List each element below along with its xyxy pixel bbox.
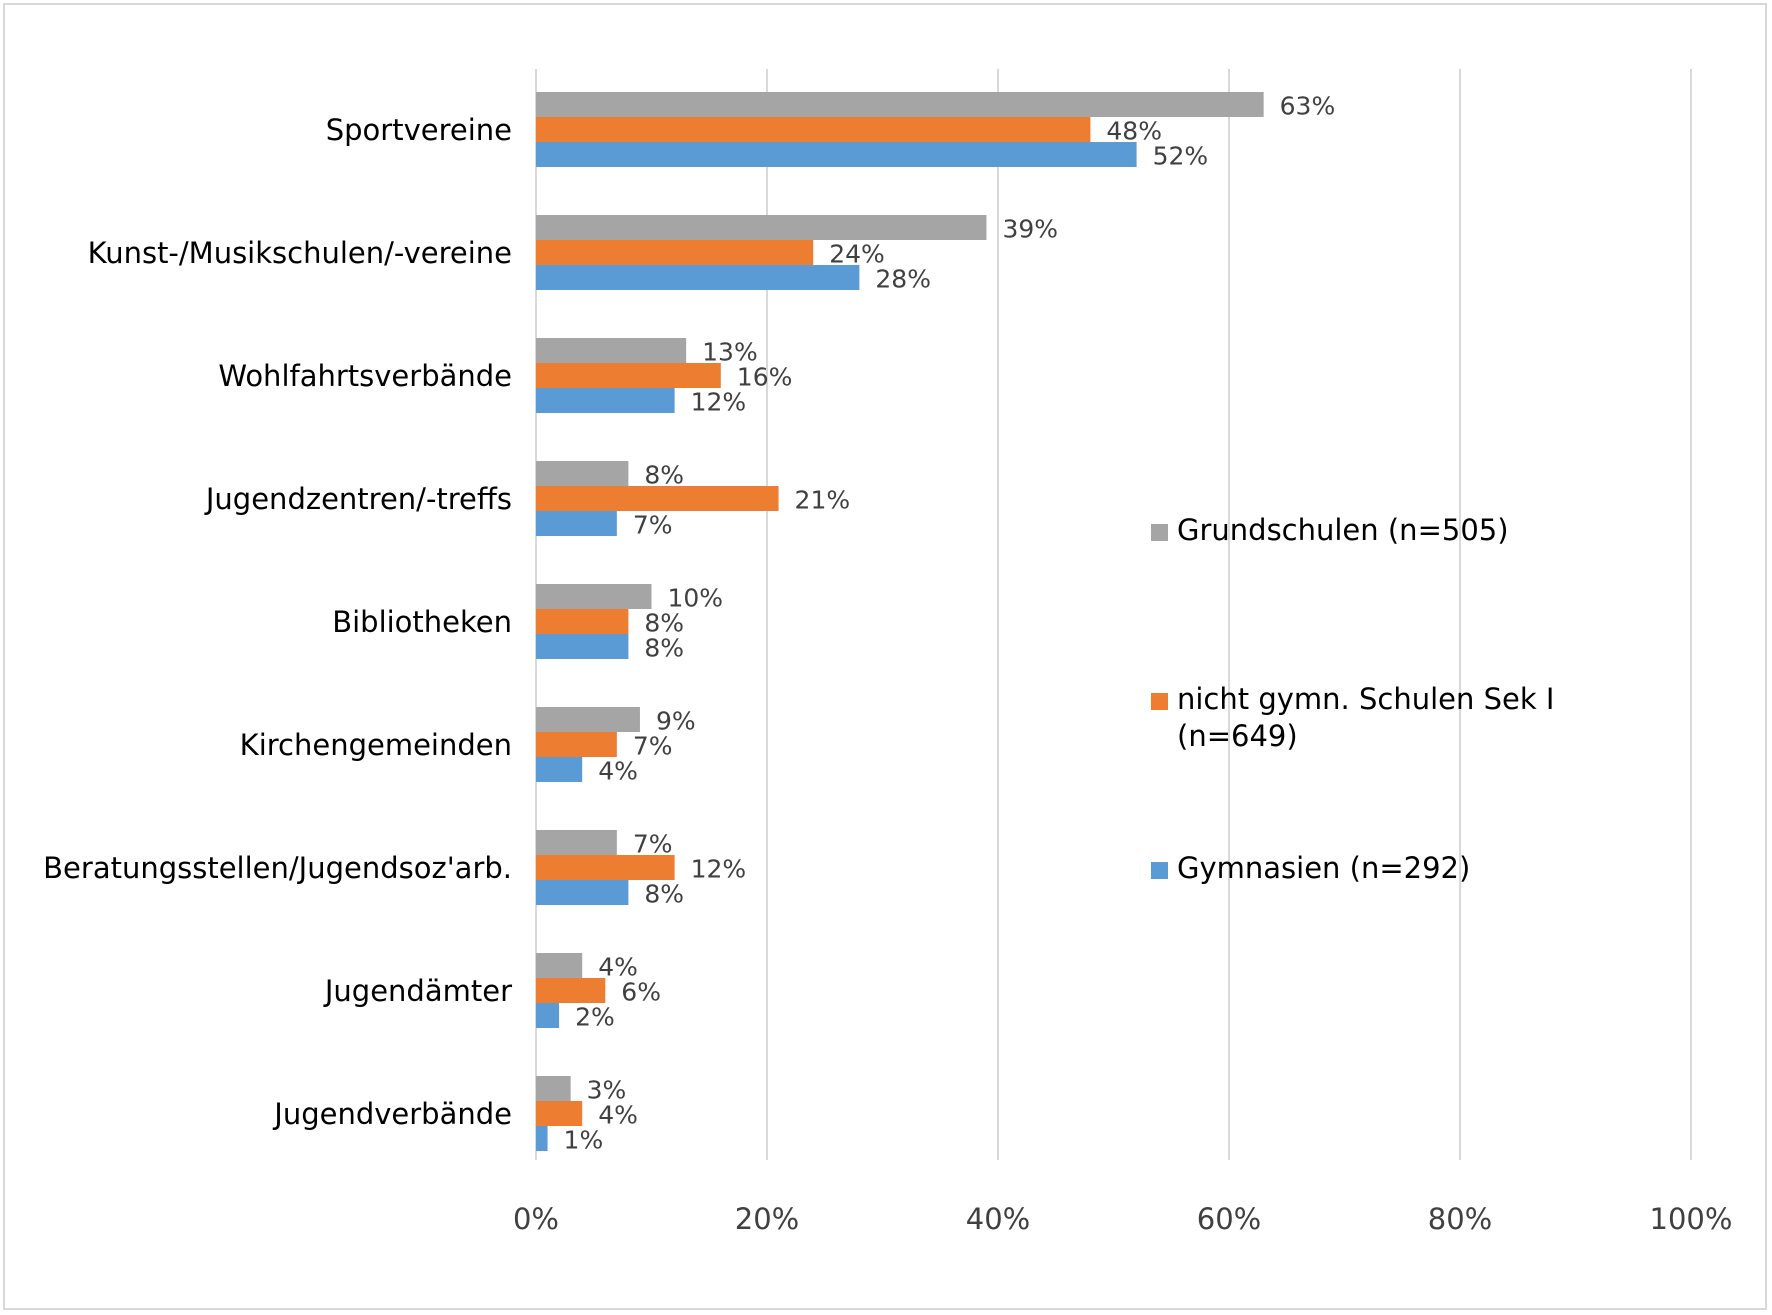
legend-label: (n=649) (1177, 719, 1298, 753)
bar (536, 830, 617, 855)
data-label: 21% (795, 486, 851, 515)
bar (536, 461, 629, 486)
bar (536, 486, 779, 511)
data-label: 7% (633, 830, 673, 859)
value-labels: 63%48%52%39%24%28%13%16%12%8%21%7%10%8%8… (564, 92, 1336, 1155)
category-label: Kunst-/Musikschulen/-vereine (88, 236, 512, 270)
bar (536, 240, 814, 265)
bar-chart: 63%48%52%39%24%28%13%16%12%8%21%7%10%8%8… (43, 69, 1732, 1236)
data-label: 48% (1106, 117, 1162, 146)
bar (536, 732, 617, 757)
category-label: Kirchengemeinden (240, 728, 512, 762)
legend-label: Grundschulen (n=505) (1177, 513, 1509, 547)
bar (536, 117, 1091, 142)
legend-label: nicht gymn. Schulen Sek I (1177, 682, 1554, 716)
bar (536, 953, 583, 978)
bar (536, 265, 860, 290)
bar (536, 1076, 571, 1101)
data-label: 1% (564, 1126, 604, 1155)
category-label: Jugendzentren/-treffs (204, 482, 512, 516)
category-label: Sportvereine (326, 113, 512, 147)
data-label: 7% (633, 732, 673, 761)
data-label: 52% (1153, 142, 1209, 171)
chart-frame: 63% 48% 52% 39% 24% 28% 13% 16% 12% 8% 21% 7% 10% 8% 8… (3, 3, 1767, 1310)
category-labels: Sportvereine Kunst-/Musikschulen/-vereine… (43, 113, 512, 1131)
x-tick-label: 80% (1428, 1202, 1492, 1236)
data-label: 10% (668, 584, 724, 613)
bar (536, 215, 987, 240)
bar (536, 855, 675, 880)
bar (536, 363, 721, 388)
data-label: 16% (737, 363, 793, 392)
bar (536, 92, 1264, 117)
x-tick-label: 20% (735, 1202, 799, 1236)
bar (536, 1003, 560, 1028)
legend-swatch (1151, 524, 1168, 541)
x-tick-label: 40% (966, 1202, 1030, 1236)
data-label: 28% (875, 265, 931, 294)
data-label: 9% (656, 707, 696, 736)
category-label: Bibliotheken (332, 605, 512, 639)
data-label: 24% (829, 240, 885, 269)
legend-label: Gymnasien (n=292) (1177, 851, 1470, 885)
bar (536, 338, 687, 363)
legend-swatch (1151, 862, 1168, 879)
data-label: 4% (598, 953, 638, 982)
legend: Grundschulen (n=505) nicht gymn. Schulen … (1151, 513, 1554, 885)
bar (536, 634, 629, 659)
bar (536, 584, 652, 609)
bars (536, 92, 1264, 1151)
category-label: Jugendverbände (272, 1097, 512, 1131)
data-label: 6% (621, 978, 661, 1007)
bar (536, 1126, 548, 1151)
bar (536, 880, 629, 905)
data-label: 3% (587, 1076, 627, 1105)
data-label: 4% (598, 1101, 638, 1130)
bar (536, 757, 583, 782)
data-label: 2% (575, 1003, 615, 1032)
data-label: 12% (691, 855, 747, 884)
bar (536, 511, 617, 536)
data-label: 63% (1280, 92, 1336, 121)
x-tick-label: 60% (1197, 1202, 1261, 1236)
legend-swatch (1151, 693, 1168, 710)
data-label: 8% (644, 880, 684, 909)
x-tick-labels: 0% 20% 40% 60% 80% 100% (513, 1202, 1732, 1236)
data-label: 8% (644, 609, 684, 638)
data-label: 13% (702, 338, 758, 367)
category-label: Wohlfahrtsverbände (218, 359, 512, 393)
bar (536, 388, 675, 413)
bar (536, 609, 629, 634)
category-label: Beratungsstellen/Jugendsoz'arb. (43, 851, 512, 885)
data-label: 39% (1002, 215, 1058, 244)
bar (536, 1101, 583, 1126)
bar (536, 142, 1137, 167)
data-label: 7% (633, 511, 673, 540)
x-tick-label: 0% (513, 1202, 559, 1236)
data-label: 12% (691, 388, 747, 417)
data-label: 8% (644, 461, 684, 490)
bar (536, 978, 606, 1003)
data-label: 8% (644, 634, 684, 663)
data-label: 4% (598, 757, 638, 786)
bar (536, 707, 640, 732)
x-tick-label: 100% (1650, 1202, 1733, 1236)
category-label: Jugendämter (323, 974, 512, 1008)
